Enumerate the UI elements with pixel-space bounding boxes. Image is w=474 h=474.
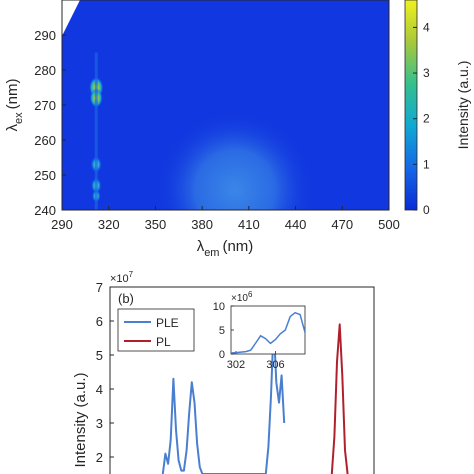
spectra-y-tick-label: 3: [96, 416, 103, 431]
spectra-y-tick-label: 2: [96, 450, 103, 465]
heatmap-x-axis-label: λem (nm): [197, 238, 254, 259]
colorbar-tick-label: 2: [423, 112, 430, 126]
colorbar-tick-label: 4: [423, 20, 430, 34]
colorbar-tick-label: 1: [423, 157, 430, 171]
spectra-line-pl: [330, 323, 349, 474]
heatmap-hotspots: [89, 52, 104, 210]
colorbar-tick-label: 0: [423, 203, 430, 217]
heatmap-excitation-stripe: [94, 52, 98, 210]
inset-ple-line: [231, 311, 305, 354]
colorbar-label: Intensity (a.u.): [455, 61, 471, 150]
heatmap-panel: 290 320 350 380 410 440 470 500 240 250 260 270 280…: [4, 0, 400, 259]
heatmap-x-tick-label: 410: [238, 217, 260, 232]
inset-x-tick-label: 302: [227, 359, 245, 371]
inset-y-tick-label: 0: [219, 349, 225, 361]
spectra-frame: [109, 286, 375, 474]
panel-label-b: (b): [118, 291, 134, 306]
heatmap-y-tick-label: 240: [34, 203, 56, 218]
spectra-y-tick-label: 4: [96, 382, 103, 397]
spectra-y-tick-label: 6: [96, 314, 103, 329]
heatmap-y-tick-label: 270: [34, 98, 56, 113]
heatmap-x-tick-label: 380: [191, 217, 213, 232]
legend-ple-label: PLE: [156, 316, 179, 330]
spectra-legend: PLE PL: [117, 308, 195, 352]
colorbar-ticks: 0 1 2 3 4: [413, 20, 430, 217]
colorbar-gradient: [404, 0, 418, 211]
heatmap-y-tick-label: 260: [34, 133, 56, 148]
heatmap-x-tick-label: 440: [285, 217, 307, 232]
spectra-y-tick-label: 7: [96, 280, 103, 295]
heatmap-x-ticks: 290 320 350 380 410 440 470 500: [51, 206, 400, 232]
heatmap-y-tick-label: 280: [34, 63, 56, 78]
spectra-y-tick-label: 5: [96, 348, 103, 363]
heatmap-y-tick-label: 290: [34, 28, 56, 43]
heatmap-broad-emission: [155, 102, 315, 210]
heatmap-x-tick-label: 350: [145, 217, 167, 232]
inset-y-tick-label: 10: [213, 301, 225, 313]
spectra-y-axis-label: Intensity (a.u.): [72, 372, 89, 467]
heatmap-x-tick-label: 290: [51, 217, 73, 232]
colorbar-tick-label: 3: [423, 66, 430, 80]
heatmap-y-axis-label: λex(nm): [4, 79, 25, 132]
heatmap-unmeasured-corner: [62, 0, 80, 36]
inset-x-tick-label: 306: [266, 359, 284, 371]
inset-multiplier: ×106: [231, 290, 253, 304]
heatmap-x-tick-label: 470: [331, 217, 353, 232]
spectra-y-multiplier: ×107: [110, 270, 134, 285]
heatmap-y-tick-label: 250: [34, 168, 56, 183]
inset-ticks: 302 306 0 5 10: [213, 301, 285, 371]
inset-plot: ×106 302 306 0 5 10: [213, 290, 306, 371]
legend-pl-label: PL: [156, 335, 171, 349]
heatmap-y-ticks: 240 250 260 270 280 290: [34, 28, 66, 218]
heatmap-x-tick-label: 320: [98, 217, 120, 232]
colorbar: 0 1 2 3 4 Intensity (a.u.): [404, 0, 471, 217]
heatmap-x-tick-label: 500: [378, 217, 400, 232]
spectra-y-ticks: 2 3 4 5 6 7: [96, 280, 114, 465]
legend-box: [117, 308, 195, 352]
spectra-lines: [161, 323, 349, 474]
spectra-line-ple: [161, 323, 286, 474]
inset-y-tick-label: 5: [219, 325, 225, 337]
